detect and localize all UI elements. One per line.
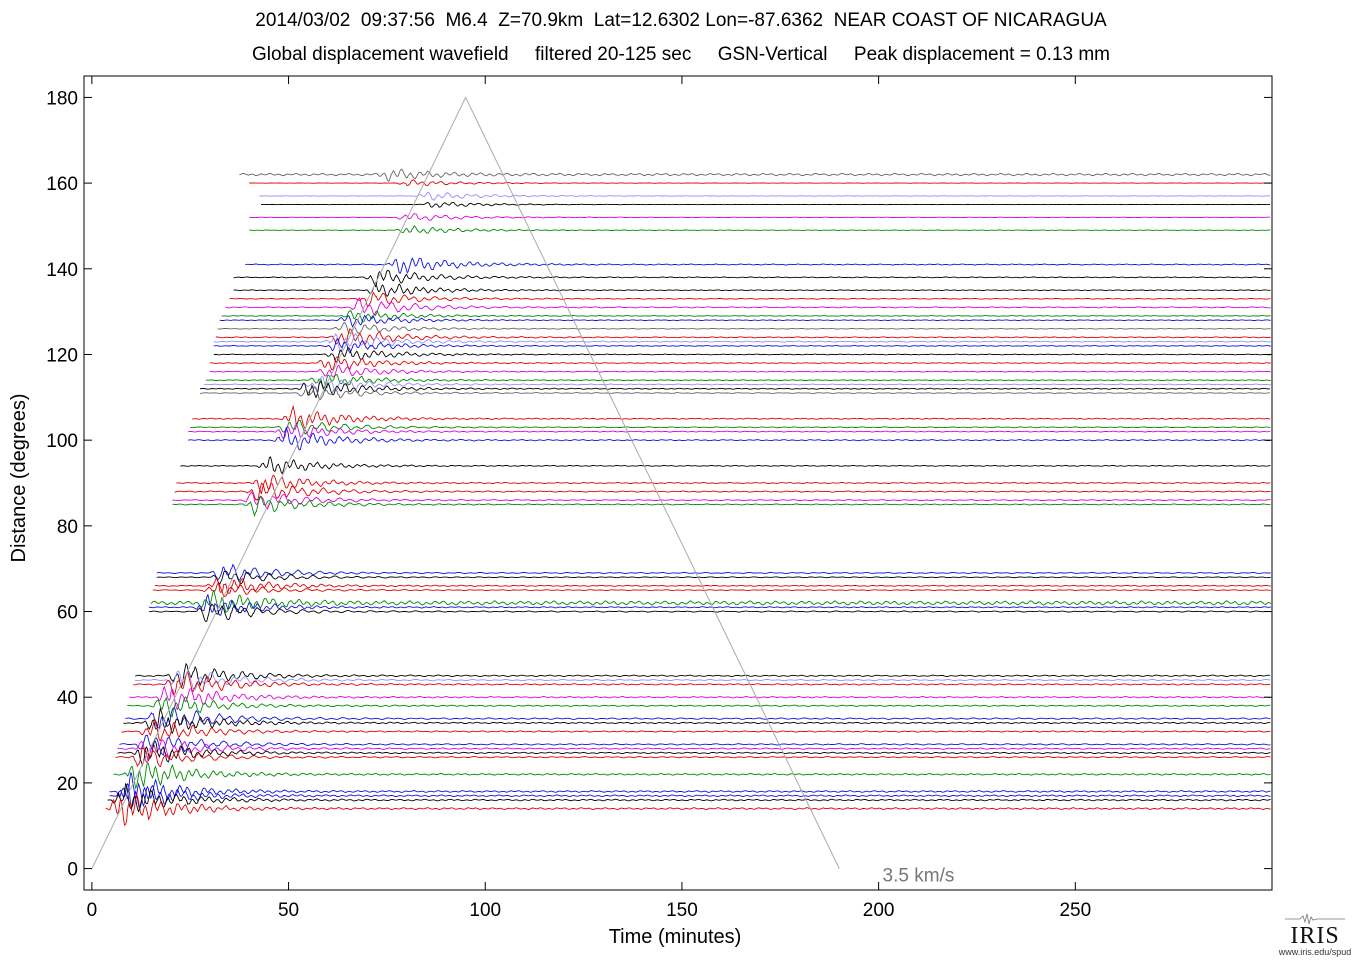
trace-38	[127, 696, 1271, 718]
trace-68	[156, 570, 1271, 585]
trace-135	[233, 281, 1271, 297]
y-axis-label: Distance (degrees)	[8, 393, 30, 563]
iris-logo: IRIS www.iris.edu/spud	[1276, 913, 1354, 957]
trace-100	[188, 426, 1271, 451]
trace-29	[119, 734, 1271, 756]
y-tick-label: 40	[57, 688, 78, 709]
trace-69	[156, 563, 1271, 581]
traces-layer	[105, 168, 1272, 827]
x-tick-label: 150	[666, 900, 698, 921]
y-tick-label: 0	[67, 860, 78, 881]
trace-28	[117, 739, 1271, 763]
y-tick-label: 160	[46, 174, 78, 195]
trace-157	[259, 191, 1271, 201]
y-tick-label: 120	[46, 345, 78, 366]
trace-111	[199, 386, 1271, 401]
trace-126	[217, 321, 1271, 334]
trace-138	[233, 269, 1271, 288]
trace-114	[205, 374, 1271, 390]
trace-27	[117, 739, 1271, 767]
x-tick-label: 100	[469, 900, 501, 921]
x-axis-label: Time (minutes)	[608, 926, 742, 948]
trace-131	[225, 297, 1271, 317]
y-tick-label: 140	[46, 260, 78, 281]
trace-162	[239, 168, 1271, 182]
chart-subtitle: Global displacement wavefield filtered 2…	[251, 44, 1111, 65]
trace-141	[245, 257, 1271, 274]
trace-62	[150, 589, 1272, 614]
trace-43	[133, 671, 1271, 696]
trace-103	[190, 419, 1271, 435]
trace-112	[199, 379, 1271, 399]
trace-90	[176, 474, 1271, 495]
trace-88	[174, 482, 1271, 501]
trace-120	[213, 347, 1271, 363]
velocity-line-layer: 3.5 km/s	[91, 96, 955, 886]
trace-105	[192, 404, 1271, 430]
trace-26	[115, 746, 1271, 768]
trace-61	[148, 593, 1271, 616]
trace-22	[113, 761, 1271, 790]
x-tick-label: 0	[87, 900, 98, 921]
trace-17	[109, 782, 1271, 811]
velocity-label: 3.5 km/s	[883, 865, 955, 886]
trace-118	[209, 356, 1271, 371]
seismograph-logo-icon	[1285, 913, 1345, 925]
axis-layer: 0 50 100 150 200 250 0 20 40 60 80 100 120 140 160 180	[46, 76, 1272, 921]
trace-129	[221, 309, 1271, 323]
trace-102	[188, 423, 1271, 439]
trace-133	[229, 291, 1271, 308]
trace-113	[203, 375, 1272, 393]
trace-149	[249, 225, 1271, 234]
plot-frame	[83, 75, 1273, 891]
trace-155	[260, 201, 1271, 208]
y-tick-label: 20	[57, 774, 78, 795]
x-tick-label: 250	[1059, 900, 1091, 921]
x-axis-label-wrap: Time (minutes)	[0, 926, 1362, 949]
trace-116	[209, 364, 1271, 378]
trace-152	[249, 213, 1271, 221]
x-tick-label: 50	[278, 900, 299, 921]
trace-16	[107, 782, 1271, 813]
trace-14	[105, 793, 1271, 827]
trace-34	[123, 707, 1271, 735]
trace-32	[121, 719, 1271, 742]
trace-122	[213, 337, 1271, 354]
y-tick-label: 100	[46, 431, 78, 452]
trace-124	[215, 328, 1271, 345]
chart-title: 2014/03/02 09:37:56 M6.4 Z=70.9km Lat=12…	[255, 10, 1107, 31]
velocity-line	[91, 96, 840, 869]
x-tick-label: 200	[863, 900, 895, 921]
trace-18	[109, 772, 1271, 808]
trace-128	[219, 314, 1271, 328]
trace-40	[129, 685, 1271, 711]
y-tick-label: 180	[46, 88, 78, 109]
trace-86	[172, 491, 1271, 510]
trace-66	[154, 577, 1271, 594]
trace-94	[180, 456, 1271, 475]
trace-45	[135, 662, 1271, 689]
trace-44	[135, 670, 1271, 691]
trace-35	[125, 707, 1271, 729]
y-tick-label: 80	[57, 517, 78, 538]
y-tick-label: 60	[57, 603, 78, 624]
logo-url: www.iris.edu/spud	[1278, 947, 1352, 957]
trace-60	[148, 603, 1271, 623]
logo-text: IRIS	[1290, 923, 1340, 949]
trace-160	[249, 179, 1271, 187]
trace-85	[172, 495, 1271, 518]
trace-65	[152, 583, 1271, 598]
trace-123	[213, 332, 1271, 353]
